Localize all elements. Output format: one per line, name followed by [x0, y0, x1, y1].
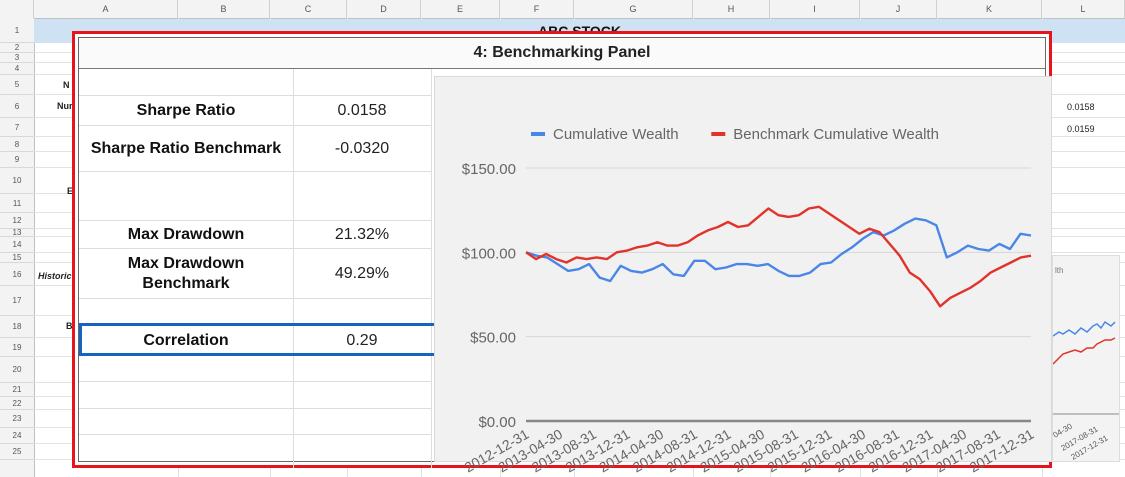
row-header-3[interactable]: 3	[0, 53, 34, 63]
row-header-18[interactable]: 18	[0, 316, 34, 338]
row-header-15[interactable]: 15	[0, 253, 34, 263]
bg-cell-l6[interactable]: 0.0159	[1067, 124, 1095, 134]
select-all-corner[interactable]	[0, 0, 34, 18]
max-drawdown-value: 21.32%	[334, 225, 390, 243]
row-header-14[interactable]: 14	[0, 237, 34, 253]
y-tick-label: $150.00	[462, 161, 516, 178]
metric-row-max-drawdown[interactable]: Max Drawdown 21.32%	[79, 221, 431, 248]
bg-cell-a15[interactable]: Historic	[38, 271, 72, 281]
row-header-13[interactable]: 13	[0, 229, 34, 237]
max-drawdown-benchmark-label: Max Drawdown Benchmark	[127, 254, 245, 292]
benchmarking-panel-highlight: 4: Benchmarking Panel Sharpe Ratio 0.015…	[72, 31, 1052, 473]
column-header-j[interactable]: J	[860, 0, 937, 18]
column-header-f[interactable]: F	[500, 0, 574, 18]
max-drawdown-label: Max Drawdown	[127, 225, 245, 243]
panel-title[interactable]: 4: Benchmarking Panel	[79, 38, 1045, 69]
legend-swatch-1	[531, 132, 545, 136]
row-header-23[interactable]: 23	[0, 410, 34, 428]
metric-row-max-drawdown-benchmark[interactable]: Max Drawdown Benchmark 49.29%	[79, 249, 431, 298]
row-header-5[interactable]: 5	[0, 75, 34, 95]
row-header-11[interactable]: 11	[0, 194, 34, 213]
bg-cell-a10[interactable]: E	[67, 186, 74, 196]
row-header-4[interactable]: 4	[0, 63, 34, 75]
benchmarking-panel: 4: Benchmarking Panel Sharpe Ratio 0.015…	[78, 37, 1052, 473]
series-line-1	[525, 217, 1032, 283]
row-header-9[interactable]: 9	[0, 152, 34, 168]
column-header-c[interactable]: C	[270, 0, 347, 18]
mini-chart-legend: lth	[1055, 266, 1064, 275]
column-header-k[interactable]: K	[937, 0, 1042, 18]
row-header-19[interactable]: 19	[0, 338, 34, 357]
sharpe-ratio-value: 0.0158	[337, 101, 387, 119]
y-tick-label: $50.00	[470, 330, 516, 347]
column-header-d[interactable]: D	[347, 0, 421, 18]
row-header-16[interactable]: 16	[0, 263, 34, 286]
mini-chart-plot: 04-30 2017-08-31 2017-12-31	[1053, 320, 1119, 461]
row-header-7[interactable]: 7	[0, 118, 34, 137]
metric-row-correlation[interactable]: Correlation 0.29	[79, 326, 431, 356]
legend-label-1: Cumulative Wealth	[553, 126, 679, 143]
sharpe-ratio-label: Sharpe Ratio	[136, 101, 236, 119]
metric-row-sharpe[interactable]: Sharpe Ratio 0.0158	[79, 96, 431, 125]
correlation-label: Correlation	[143, 332, 229, 349]
y-tick-label: $100.00	[462, 245, 516, 262]
bg-cell-l5[interactable]: 0.0158	[1067, 102, 1095, 112]
bg-cell-a4[interactable]: N	[63, 80, 70, 90]
y-tick-label: $0.00	[478, 414, 516, 431]
row-header-2[interactable]: 2	[0, 43, 34, 53]
series-line-2	[525, 205, 1032, 308]
column-header-i[interactable]: I	[770, 0, 860, 18]
column-header-b[interactable]: B	[178, 0, 270, 18]
bg-cell-a17[interactable]: B	[66, 321, 73, 331]
row-header-17[interactable]: 17	[0, 286, 34, 316]
row-header-6[interactable]: 6	[0, 95, 34, 118]
correlation-highlight-box	[79, 323, 437, 356]
row-header-21[interactable]: 21	[0, 383, 34, 397]
max-drawdown-benchmark-value: 49.29%	[334, 264, 390, 282]
row-header-12[interactable]: 12	[0, 213, 34, 229]
column-header-e[interactable]: E	[421, 0, 500, 18]
correlation-value: 0.29	[346, 332, 378, 349]
row-header-bar: 1 2 3 4 5 6 7 8 9 10 11 12 13 14 15 16 17 18 19 20 21 22 23 24 2…	[0, 18, 35, 477]
metric-row-empty-2[interactable]	[79, 299, 431, 323]
column-header-l[interactable]: L	[1042, 0, 1125, 18]
sharpe-ratio-benchmark-label: Sharpe Ratio Benchmark	[90, 139, 282, 157]
background-mini-chart[interactable]: lth 04-30 2017-08-31 2017-12-31	[1052, 255, 1120, 462]
chart-svg: $0.00$50.00$100.00$150.002012-12-312013-…	[461, 126, 1036, 473]
mini-series-2	[1053, 337, 1116, 365]
legend-label-2: Benchmark Cumulative Wealth	[733, 126, 939, 143]
row-header-8[interactable]: 8	[0, 137, 34, 152]
column-header-g[interactable]: G	[574, 0, 693, 18]
mini-series-1	[1053, 320, 1116, 337]
row-header-22[interactable]: 22	[0, 397, 34, 410]
column-header-a[interactable]: A	[34, 0, 178, 18]
row-header-24[interactable]: 24	[0, 428, 34, 444]
row-header-25[interactable]: 25	[0, 444, 34, 460]
legend-swatch-2	[711, 132, 726, 136]
row-header-1[interactable]: 1	[0, 18, 34, 43]
chart-background	[434, 76, 1052, 462]
sharpe-ratio-benchmark-value: -0.0320	[334, 139, 390, 157]
metric-row-empty[interactable]	[79, 172, 431, 220]
row-header-10[interactable]: 10	[0, 168, 34, 194]
row-header-20[interactable]: 20	[0, 357, 34, 383]
mini-tick-1: 04-30	[1053, 421, 1074, 439]
bg-cell-a5[interactable]: Nur	[57, 101, 73, 111]
metric-row-sharpe-benchmark[interactable]: Sharpe Ratio Benchmark -0.0320	[79, 126, 431, 171]
wealth-chart[interactable]: $0.00 $50.00 $100.00 $150.00 2012-12-31 2013-…	[431, 73, 1055, 473]
column-header-h[interactable]: H	[693, 0, 770, 18]
